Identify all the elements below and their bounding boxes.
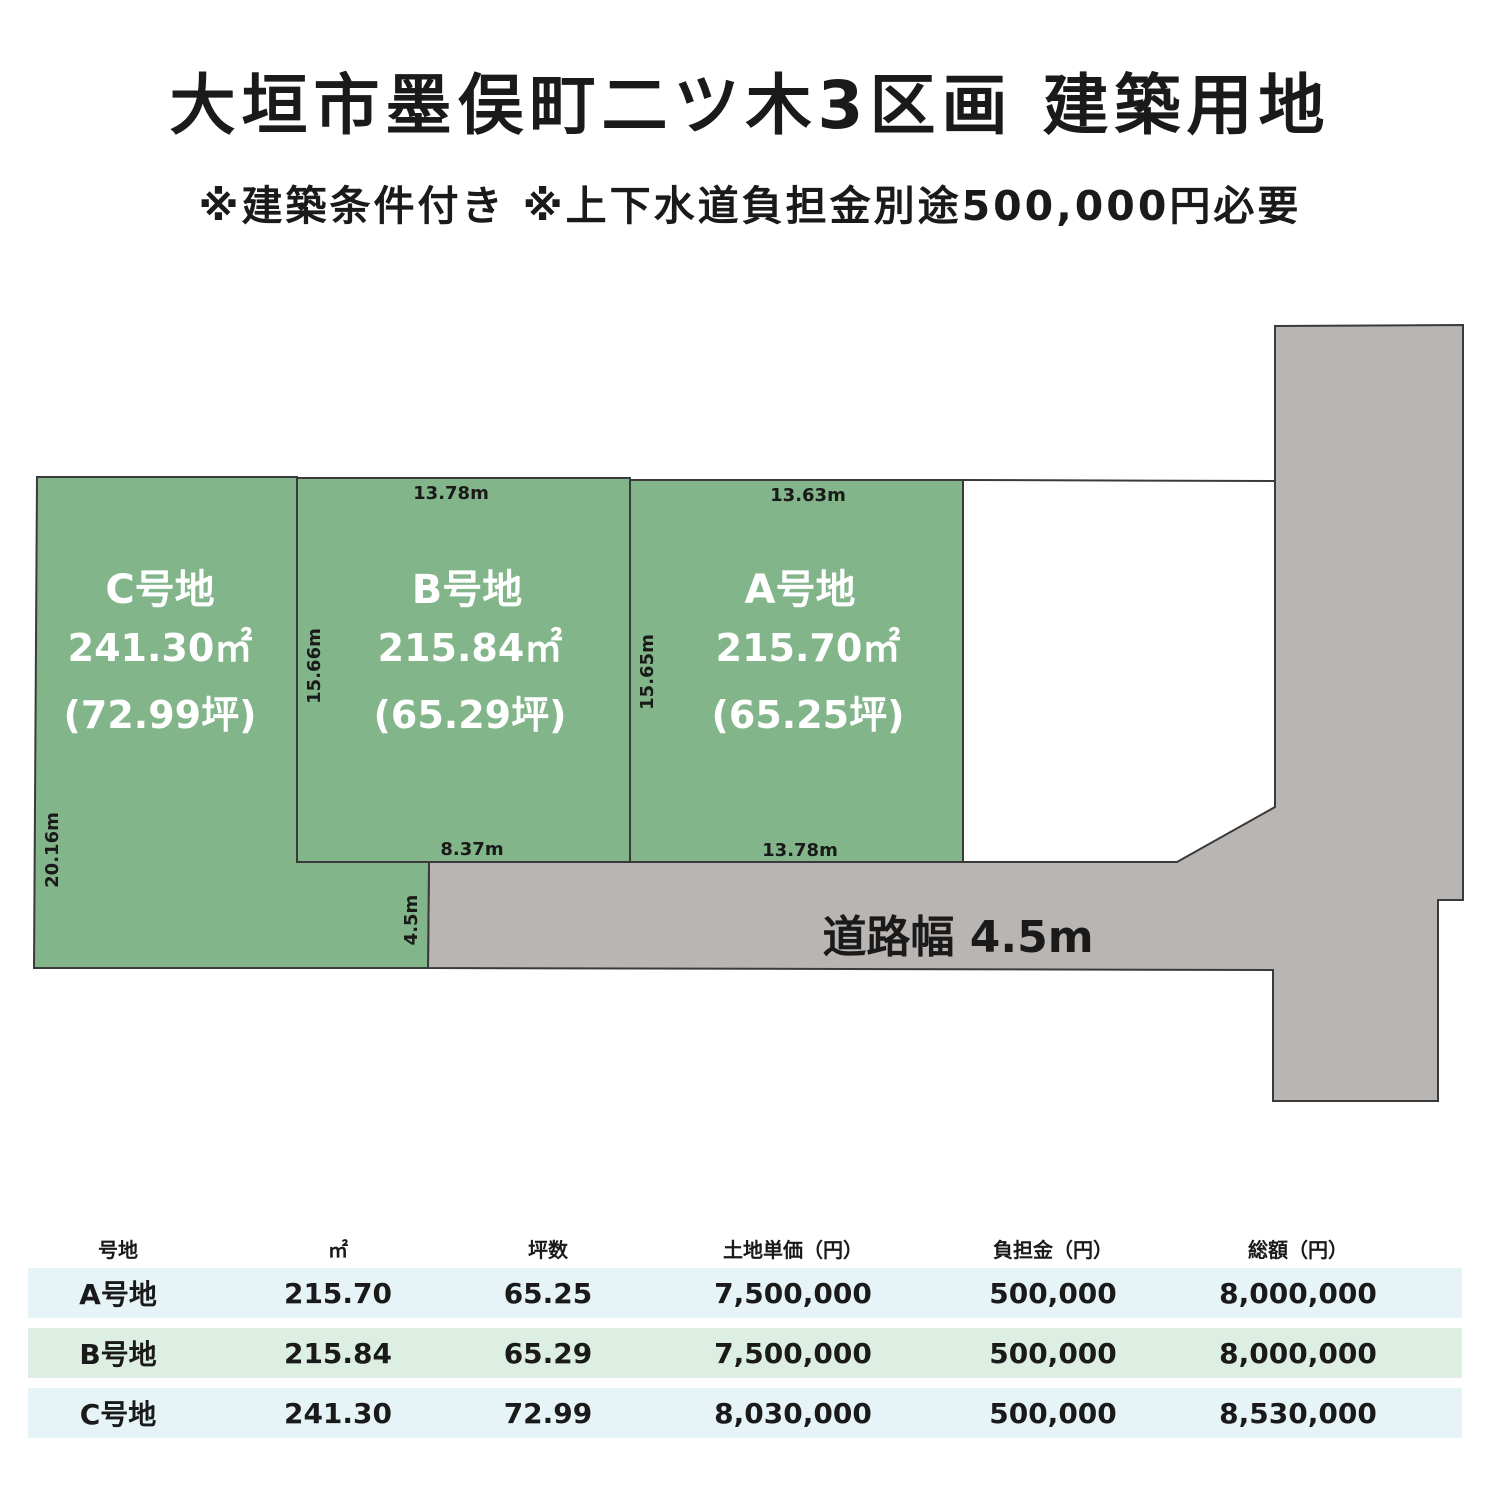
dim-a-left: 15.65m <box>637 634 658 710</box>
cell-total: 8,530,000 <box>1219 1396 1377 1430</box>
header-total: 総額（円） <box>1248 1237 1348 1262</box>
header-charge: 負担金（円） <box>993 1237 1113 1262</box>
cell-sqm: 241.30 <box>283 1396 393 1430</box>
dim-b-top: 13.78m <box>413 483 489 504</box>
plot-b-name: B号地 <box>412 567 523 613</box>
dim-c-left: 20.16m <box>42 812 63 888</box>
cell-tsubo: 65.29 <box>503 1336 593 1370</box>
plot-c-name: C号地 <box>105 567 214 613</box>
header-land-price: 土地単価（円） <box>723 1237 863 1262</box>
plot-a-tsubo: (65.25坪) <box>712 693 905 737</box>
dim-b-bottom: 8.37m <box>440 839 503 860</box>
plot-c-area: 241.30㎡ <box>68 626 253 670</box>
cell-total: 8,000,000 <box>1219 1336 1377 1370</box>
plot-a-shape <box>629 479 964 863</box>
cell-charge: 500,000 <box>989 1336 1117 1370</box>
cell-tsubo: 72.99 <box>503 1396 593 1430</box>
table-row: C号地 241.30 72.99 8,030,000 500,000 8,530… <box>28 1388 1462 1438</box>
road-width-label: 道路幅 4.5m <box>822 912 1093 963</box>
table-row: B号地 215.84 65.29 7,500,000 500,000 8,000… <box>28 1328 1462 1378</box>
cell-plot: C号地 <box>79 1398 157 1431</box>
boundary-line <box>962 479 1276 482</box>
dim-c-road: 4.5m <box>401 895 422 946</box>
cell-total: 8,000,000 <box>1219 1276 1377 1310</box>
cell-land-price: 7,500,000 <box>714 1336 872 1370</box>
plot-a-name: A号地 <box>745 567 856 613</box>
table-header: 号地 ㎡ 坪数 土地単価（円） 負担金（円） 総額（円） <box>28 1228 1462 1268</box>
plot-a-area: 215.70㎡ <box>716 626 901 670</box>
header-plot: 号地 <box>98 1237 138 1262</box>
cell-tsubo: 65.25 <box>503 1276 593 1310</box>
plot-c-tsubo: (72.99坪) <box>64 693 257 737</box>
header-tsubo: 坪数 <box>528 1237 568 1262</box>
price-table: 号地 ㎡ 坪数 土地単価（円） 負担金（円） 総額（円） A号地 215.70 … <box>28 1228 1462 1448</box>
cell-sqm: 215.84 <box>283 1336 393 1370</box>
table-row: A号地 215.70 65.25 7,500,000 500,000 8,000… <box>28 1268 1462 1318</box>
page-subtitle: ※建築条件付き ※上下水道負担金別途500,000円必要 <box>198 182 1302 230</box>
cell-charge: 500,000 <box>989 1396 1117 1430</box>
cell-land-price: 8,030,000 <box>714 1396 872 1430</box>
cell-plot: B号地 <box>79 1338 157 1371</box>
road-shape <box>426 323 1464 1102</box>
plot-b-area: 215.84㎡ <box>378 626 563 670</box>
dim-b-left: 15.66m <box>304 628 325 704</box>
header-sqm: ㎡ <box>328 1237 348 1262</box>
cell-plot: A号地 <box>79 1278 157 1311</box>
plot-b-shape <box>296 477 631 863</box>
dim-a-top: 13.63m <box>770 485 846 506</box>
plot-b-tsubo: (65.29坪) <box>374 693 567 737</box>
page-title: 大垣市墨俣町二ツ木3区画 建築用地 <box>169 67 1331 144</box>
dim-a-bottom: 13.78m <box>762 840 838 861</box>
cell-charge: 500,000 <box>989 1276 1117 1310</box>
cell-land-price: 7,500,000 <box>714 1276 872 1310</box>
cell-sqm: 215.70 <box>283 1276 393 1310</box>
